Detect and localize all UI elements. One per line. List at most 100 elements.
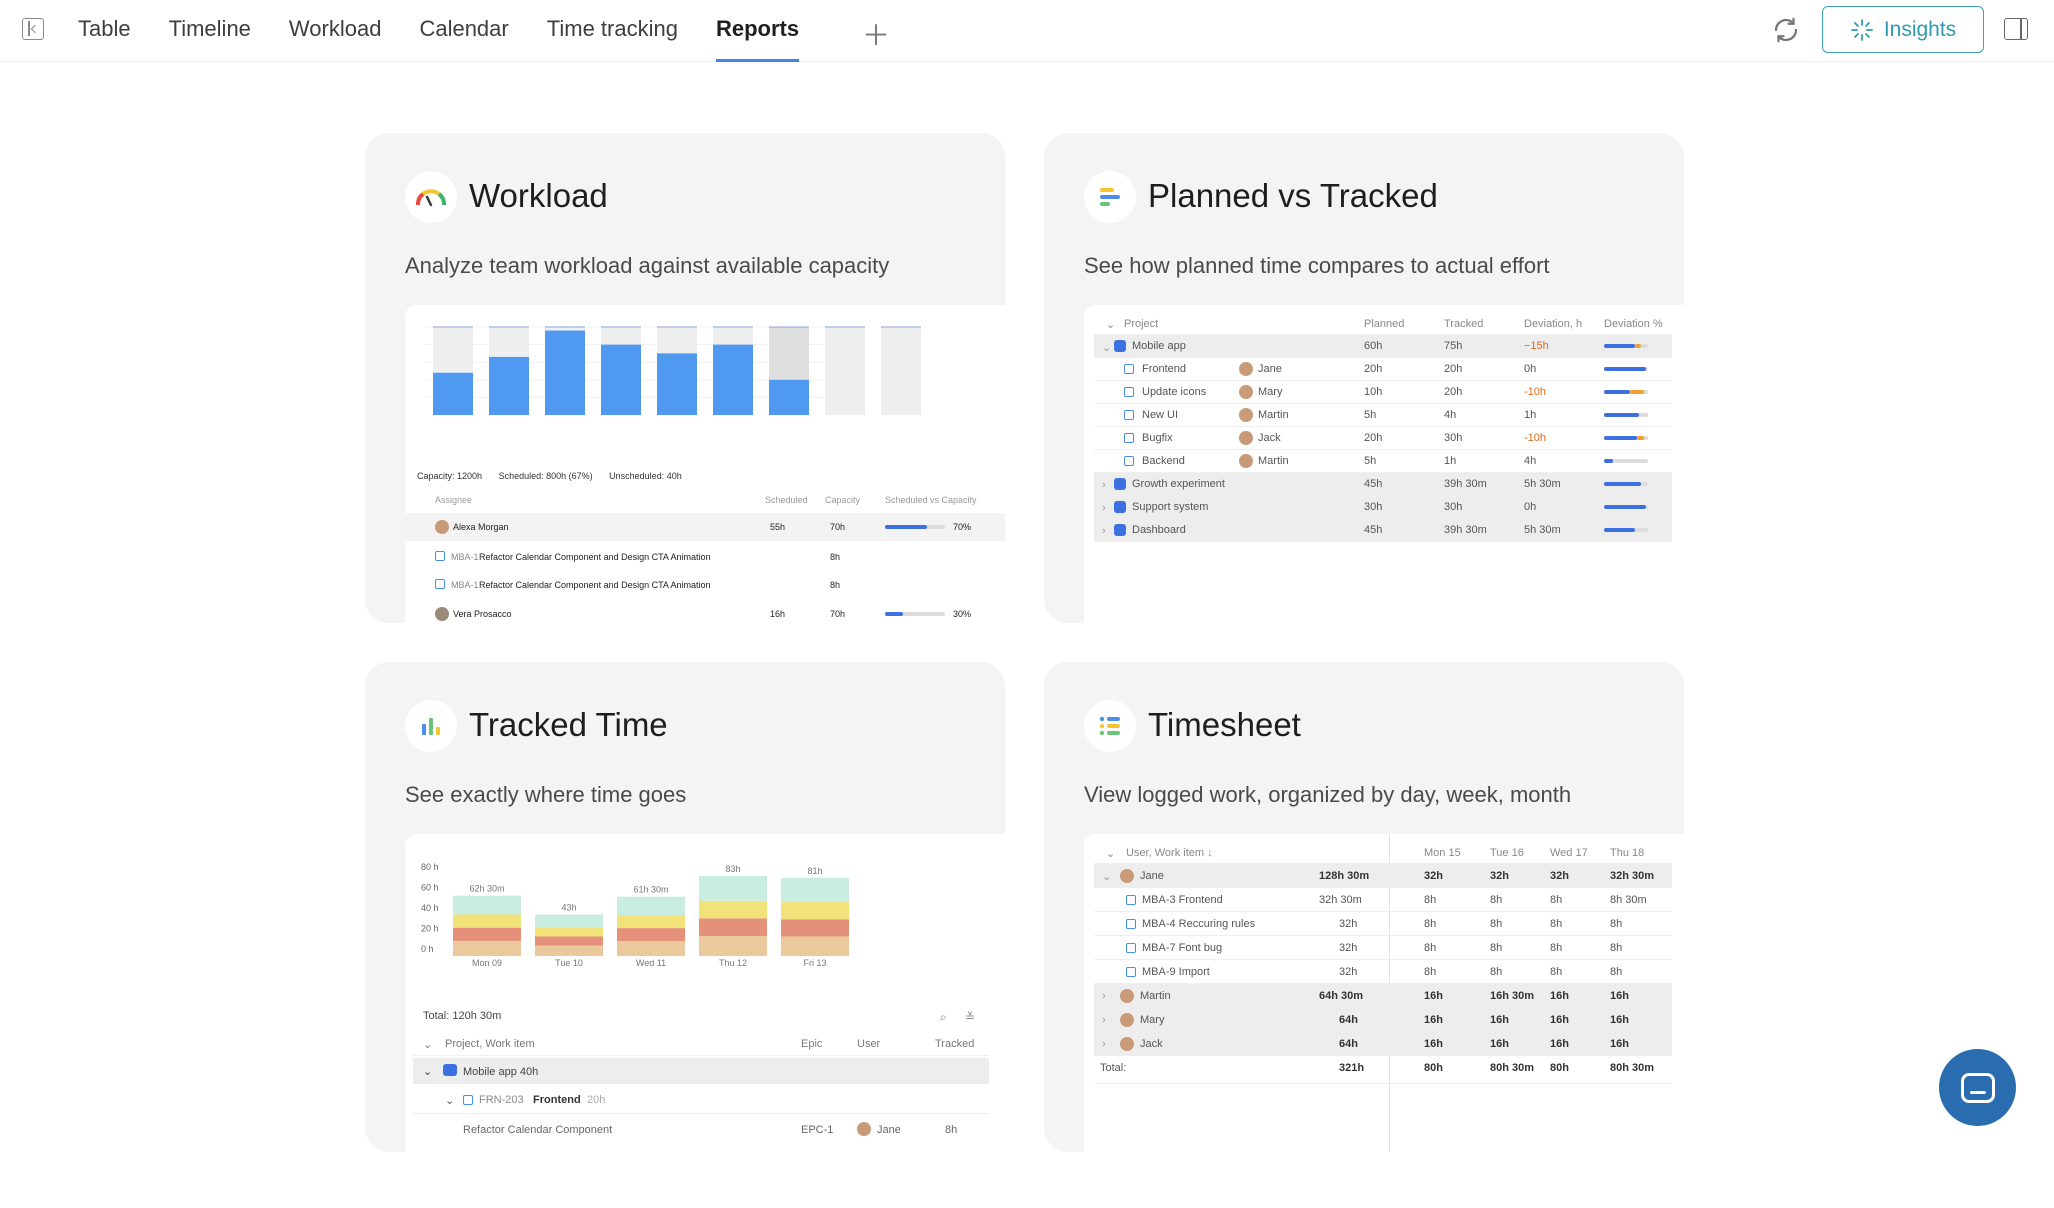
avatar xyxy=(1120,989,1134,1003)
avatar xyxy=(1239,454,1253,468)
deviation-bar xyxy=(1604,367,1648,371)
deviation-bar xyxy=(1604,482,1648,486)
table-row[interactable]: Bugfix Jack 20h 30h -10h xyxy=(1094,427,1672,450)
project-icon xyxy=(1114,340,1126,352)
timesheet-preview: ⌄ User, Work item ↓ Mon 15 Tue 16 Wed 17 Thu … xyxy=(1084,834,1684,1152)
x-tick-label: Mon 09 xyxy=(472,958,502,968)
day-value: 32h xyxy=(1424,870,1443,882)
table-row[interactable]: Vera Prosacco 16h 70h 30% xyxy=(405,600,1005,623)
day-value: 8h xyxy=(1610,918,1623,930)
tracked-value: 30h xyxy=(1444,501,1463,513)
tab-time-tracking[interactable]: Time tracking xyxy=(546,16,678,41)
chat-launcher-button[interactable] xyxy=(1939,1049,2016,1126)
row-total: 32h 30m xyxy=(1319,894,1362,906)
deviation-value: 0h xyxy=(1524,363,1537,375)
scheduled-bar xyxy=(601,344,641,415)
table-row[interactable]: MBA-3 Frontend 32h 30m 8h 8h 8h 8h 30m xyxy=(1094,888,1672,912)
table-row[interactable]: › Support system 30h 30h 0h xyxy=(1094,496,1672,519)
table-row[interactable]: › Dashboard 45h 39h 30m 5h 30m xyxy=(1094,519,1672,542)
checkbox-icon xyxy=(1126,967,1136,977)
table-row[interactable]: Alexa Morgan 55h 70h 70% xyxy=(405,513,1005,541)
row-name: Total: xyxy=(1100,1062,1127,1074)
checkbox-icon xyxy=(435,579,445,589)
planned-value: 45h xyxy=(1364,524,1383,536)
row-name: MBA-7 Font bug xyxy=(1142,942,1223,954)
table-row[interactable]: › Jack 64h 16h 16h 16h 16h xyxy=(1094,1032,1672,1056)
day-value: 8h xyxy=(1490,918,1503,930)
day-value: 16h xyxy=(1490,1038,1509,1050)
planned-vs-tracked-icon xyxy=(1084,171,1136,223)
avatar xyxy=(1239,408,1253,422)
table-row[interactable]: MBA-4 Reccuring rules 32h 8h 8h 8h 8h xyxy=(1094,912,1672,936)
stacked-segment xyxy=(535,945,603,956)
table-row[interactable]: › Mary 64h 16h 16h 16h 16h xyxy=(1094,1008,1672,1032)
day-value: 80h xyxy=(1550,1062,1569,1074)
stacked-segment xyxy=(781,902,849,920)
tracked-time-report-card[interactable]: Tracked Time See exactly where time goes… xyxy=(365,662,1005,1152)
table-row[interactable]: New UI Martin 5h 4h 1h xyxy=(1094,404,1672,427)
table-row[interactable]: ⌄ Jane 128h 30m 32h 32h 32h 32h 30m xyxy=(1094,864,1672,888)
deviation-value: −15h xyxy=(1524,340,1549,352)
workload-report-card[interactable]: Workload Analyze team workload against a… xyxy=(365,133,1005,623)
add-tab-icon[interactable]: ＋ xyxy=(862,20,891,51)
y-tick-label: 40 h xyxy=(421,903,439,913)
table-row[interactable]: Update icons Mary 10h 20h -10h xyxy=(1094,381,1672,404)
insights-button[interactable]: Insights xyxy=(1822,6,1984,53)
row-total: 128h 30m xyxy=(1319,870,1370,882)
right-panel-toggle-icon[interactable] xyxy=(2004,18,2028,40)
row-total: 64h xyxy=(1339,1014,1358,1026)
card-description: See exactly where time goes xyxy=(405,782,687,807)
table-row[interactable]: Refactor Calendar Component EPC-1 Jane 8… xyxy=(463,1122,958,1136)
table-row[interactable]: Backend Martin 5h 1h 4h xyxy=(1094,450,1672,473)
timesheet-report-card[interactable]: Timesheet View logged work, organized by… xyxy=(1044,662,1684,1152)
table-row[interactable]: Total: 321h 80h 80h 30m 80h 80h 30m xyxy=(1094,1056,1672,1084)
stacked-segment xyxy=(617,915,685,929)
sidebar-toggle-icon[interactable] xyxy=(22,18,44,40)
search-icon[interactable]: ⌕ xyxy=(940,1010,947,1024)
tab-reports[interactable]: Reports xyxy=(715,0,800,62)
project-icon xyxy=(1114,478,1126,490)
top-bar: Table Timeline Workload Calendar Time tr… xyxy=(0,0,2054,62)
table-row[interactable]: MBA-9 Import 32h 8h 8h 8h 8h xyxy=(1094,960,1672,984)
day-value: 16h xyxy=(1610,1038,1629,1050)
scheduled-bar xyxy=(433,372,473,415)
avatar xyxy=(1239,362,1253,376)
table-row[interactable]: › Growth experiment 45h 39h 30m 5h 30m xyxy=(1094,473,1672,496)
checkbox-icon xyxy=(1126,895,1136,905)
day-value: 32h xyxy=(1490,870,1509,882)
col-scheduled-vs-capacity: Scheduled vs Capacity xyxy=(885,495,977,505)
bar-total-label: 43h xyxy=(561,903,576,913)
table-row[interactable]: ⌄ Mobile app 40h xyxy=(413,1058,989,1084)
table-row[interactable]: Frontend Jane 20h 20h 0h xyxy=(1094,358,1672,381)
scheduled-summary: Scheduled: 800h (67%) xyxy=(498,471,593,481)
tab-calendar[interactable]: Calendar xyxy=(419,16,509,41)
tab-timeline[interactable]: Timeline xyxy=(168,16,251,41)
filter-icon[interactable]: ≚ xyxy=(965,1010,976,1024)
row-name: Support system xyxy=(1132,501,1209,513)
project-icon xyxy=(1114,524,1126,536)
workload-chart xyxy=(425,326,921,415)
day-value: 8h xyxy=(1424,918,1437,930)
table-row[interactable]: MBA-1 Refactor Calendar Component and De… xyxy=(405,571,1005,599)
column-header: Deviation, h xyxy=(1524,318,1583,330)
deviation-bar xyxy=(1604,436,1648,440)
day-value: 16h 30m xyxy=(1490,990,1535,1002)
tab-table[interactable]: Table xyxy=(78,16,131,41)
card-title: Timesheet xyxy=(1148,706,1301,743)
unscheduled-summary: Unscheduled: 40h xyxy=(609,471,682,481)
x-tick-label: Thu 12 xyxy=(719,958,747,968)
table-row[interactable]: MBA-1 Refactor Calendar Component and De… xyxy=(405,543,1005,571)
day-value: 8h xyxy=(1550,918,1563,930)
table-row[interactable]: ⌄ FRN-203 Frontend 20h xyxy=(413,1086,989,1114)
stacked-segment xyxy=(781,919,849,937)
tab-workload[interactable]: Workload xyxy=(288,16,382,41)
table-row[interactable]: › Martin 64h 30m 16h 16h 30m 16h 16h xyxy=(1094,984,1672,1008)
row-total: 32h xyxy=(1339,942,1358,954)
stacked-segment xyxy=(617,928,685,942)
day-value: 16h xyxy=(1424,1014,1443,1026)
table-row[interactable]: MBA-7 Font bug 32h 8h 8h 8h 8h xyxy=(1094,936,1672,960)
deviation-value: -10h xyxy=(1524,386,1547,398)
table-row[interactable]: ⌄ Mobile app 60h 75h −15h xyxy=(1094,335,1672,358)
refresh-icon[interactable] xyxy=(1771,15,1801,45)
planned-vs-tracked-report-card[interactable]: Planned vs Tracked See how planned time … xyxy=(1044,133,1684,623)
